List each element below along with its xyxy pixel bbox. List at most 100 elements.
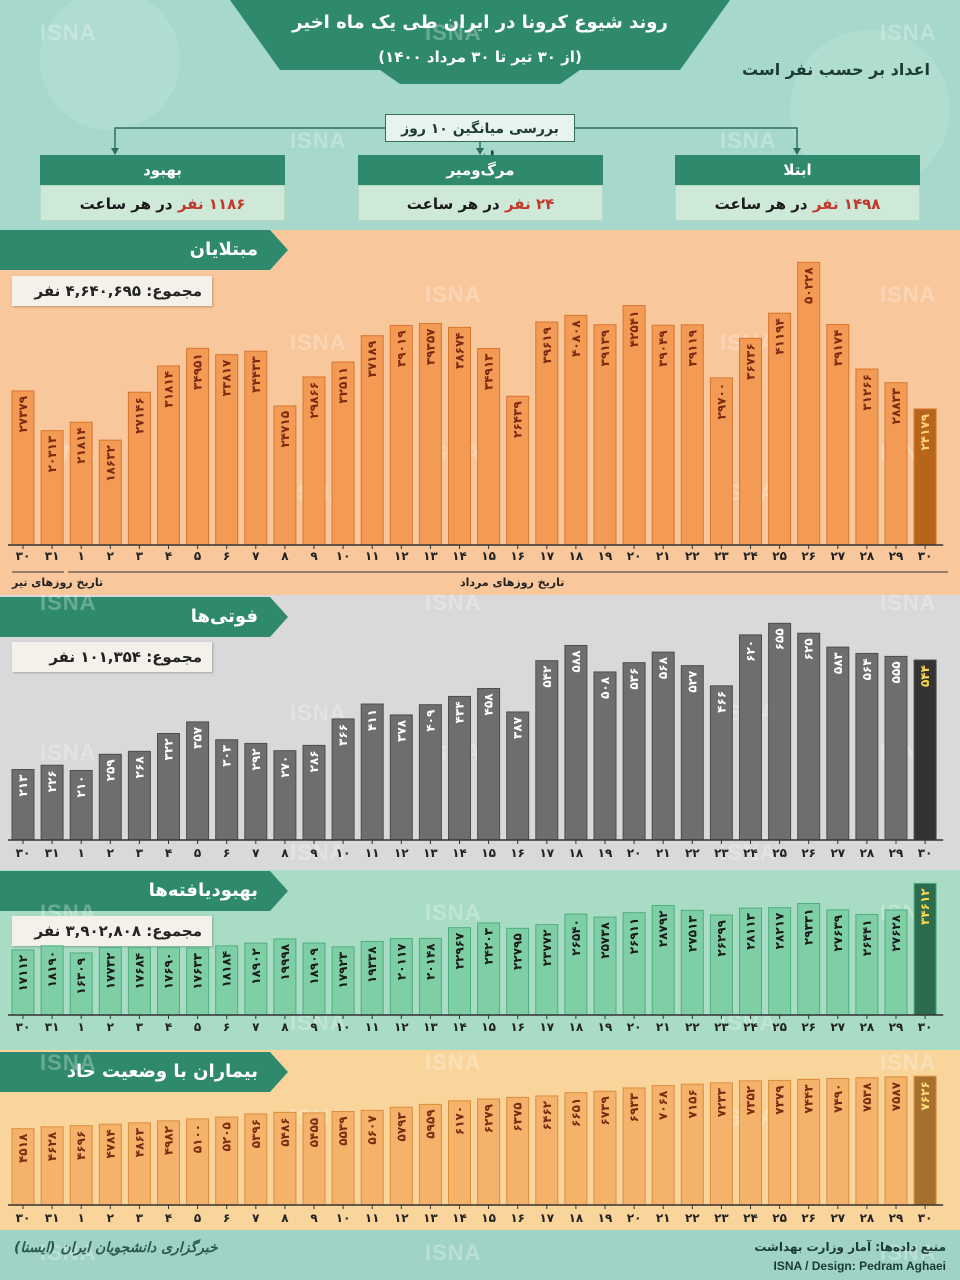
data-label: ۲۴۱۷۹ xyxy=(918,413,932,450)
data-label: ۵۹۵۹ xyxy=(423,1109,437,1139)
data-label: ۱۸۱۹۰ xyxy=(45,951,59,988)
x-tick-label: ۲۱ xyxy=(656,846,671,860)
x-tick-label: ۲۲ xyxy=(685,1211,700,1225)
data-label: ۵۷۹۳ xyxy=(394,1112,408,1142)
x-tick-label: ۸ xyxy=(281,1211,289,1225)
data-label: ۱۷۶۸۴ xyxy=(132,953,146,990)
data-label: ۲۸۸۳۳ xyxy=(889,387,903,424)
x-tick-label: ۲۱ xyxy=(656,1211,671,1225)
data-label: ۳۸۶۷۴ xyxy=(453,332,467,369)
data-label: ۲۸۷۹۲ xyxy=(656,910,670,947)
watermark: ISNA xyxy=(425,1240,482,1265)
data-label: ۱۷۶۳۳ xyxy=(191,952,205,989)
data-label: ۲۴۲۰۳ xyxy=(482,927,496,964)
x-tick-label: ۲۲ xyxy=(685,846,700,860)
data-label: ۳۴۴۳۳ xyxy=(249,356,263,393)
x-tick-label: ۱۳ xyxy=(423,1020,438,1034)
x-tick-label: ۲۴ xyxy=(743,1020,758,1034)
x-tick-label: ۲۱ xyxy=(656,1020,671,1034)
data-label: ۳۰۳ xyxy=(220,744,234,767)
avg-label: بررسی میانگین ۱۰ روز اخیر xyxy=(385,114,575,165)
data-label: ۶۷۳۹ xyxy=(598,1096,612,1126)
x-tick-label: ۱۷ xyxy=(539,1211,554,1225)
stat-value: ۱۱۸۶ نفر در هر ساعت xyxy=(40,185,285,221)
data-label: ۲۷۶۳۹ xyxy=(831,914,845,951)
x-tick-label: ۵ xyxy=(194,846,201,860)
x-tick-label: ۳۰ xyxy=(16,846,31,860)
watermark: ISNA xyxy=(880,590,937,615)
bar xyxy=(826,646,850,841)
x-tick-label: ۲۷ xyxy=(830,846,845,860)
x-tick-label: ۱۹ xyxy=(598,846,613,860)
data-label: ۴۷۸۴ xyxy=(103,1129,117,1158)
data-label: ۱۹۳۳۸ xyxy=(365,946,379,983)
x-tick-label: ۳۱ xyxy=(45,1020,60,1034)
x-tick-label: ۱۸ xyxy=(569,1020,584,1034)
data-label: ۳۴۹۱۳ xyxy=(482,353,496,390)
watermark: ISNA xyxy=(880,282,937,307)
watermark: ISNA xyxy=(40,1050,97,1075)
x-tick-label: ۱ xyxy=(78,1020,85,1034)
data-label: ۲۹۲ xyxy=(249,748,263,771)
x-tick-label: ۱۳ xyxy=(423,846,438,860)
data-label: ۱۷۱۱۲ xyxy=(16,954,30,991)
data-label: ۳۱۲۶۶ xyxy=(860,374,874,411)
data-label: ۴۵۸ xyxy=(482,693,496,716)
x-tick-label: ۷ xyxy=(252,1020,260,1034)
x-tick-label: ۹ xyxy=(310,846,318,860)
x-tick-label: ۱۳ xyxy=(423,549,438,563)
x-tick-label: ۹ xyxy=(310,1020,318,1034)
data-label: ۳۵۷ xyxy=(191,726,205,749)
data-label: ۵۶۰۷ xyxy=(365,1115,379,1145)
data-label: ۴۸۶۳ xyxy=(132,1127,146,1157)
section-title-critical: بیماران با وضعیت حاد xyxy=(66,1061,258,1082)
x-tick-label: ۲۵ xyxy=(772,846,787,860)
stat-number: ۲۴ نفر xyxy=(504,195,555,213)
x-tick-label: ۱۱ xyxy=(365,846,380,860)
data-label: ۱۷۶۹۰ xyxy=(162,953,176,990)
data-label: ۲۷۳۷۹ xyxy=(16,395,30,432)
watermark: ISNA xyxy=(880,1240,937,1265)
x-tick-label: ۱۴ xyxy=(452,1020,467,1034)
data-label: ۳۹۱۳۹ xyxy=(598,329,612,366)
x-tick-label: ۳۰ xyxy=(918,1211,933,1225)
stat-number: ۱۴۹۸ نفر xyxy=(812,195,881,213)
x-tick-label: ۲۶ xyxy=(801,1020,816,1034)
data-label: ۶۵۵ xyxy=(773,628,787,650)
x-tick-label: ۲۹ xyxy=(889,846,904,860)
data-label: ۵۵۳۹ xyxy=(336,1116,350,1146)
x-tick-label: ۱۹ xyxy=(598,1211,613,1225)
data-label: ۶۳۷۵ xyxy=(511,1102,525,1131)
data-label: ۵۰۸ xyxy=(598,676,612,699)
total-recovered: مجموع: ۳,۹۰۲,۸۰۸ نفر xyxy=(12,916,212,946)
x-tick-label: ۲۵ xyxy=(772,549,787,563)
section-title-recovered: بهبودیافته‌ها xyxy=(148,880,258,901)
stat-value: ۲۴ نفر در هر ساعت xyxy=(358,185,603,221)
data-label: ۲۹۷۰۰ xyxy=(714,383,728,420)
data-label: ۲۲۹۶۷ xyxy=(453,932,467,969)
data-label: ۴۱۱ xyxy=(365,709,379,731)
data-label: ۳۷۸ xyxy=(394,719,408,742)
data-label: ۲۶۵۴۰ xyxy=(569,919,583,956)
data-label: ۲۱۳ xyxy=(16,774,30,797)
data-label: ۵۴۸۶ xyxy=(278,1117,292,1146)
watermark: ISNA xyxy=(720,840,777,865)
x-axis-label-mordad: تاریخ روزهای مرداد xyxy=(460,576,565,589)
x-tick-label: ۶ xyxy=(223,1211,230,1225)
watermark: ISNA xyxy=(290,840,347,865)
section-title-deaths: فوتی‌ها xyxy=(190,606,258,627)
bar xyxy=(797,632,821,841)
data-label: ۳۹۰۴۹ xyxy=(656,330,670,367)
x-tick-label: ۲۰ xyxy=(627,846,642,860)
data-label: ۵۳۶ xyxy=(627,668,641,690)
x-tick-label: ۲۹ xyxy=(889,549,904,563)
data-label: ۵۰۲۲۸ xyxy=(802,267,816,304)
x-tick-label: ۱ xyxy=(78,549,85,563)
data-label: ۴۶۲۸ xyxy=(45,1131,59,1161)
watermark: ISNA xyxy=(290,330,347,355)
data-label: ۳۳۸۱۷ xyxy=(220,359,234,396)
data-label: ۶۲۵ xyxy=(802,638,816,660)
x-tick-label: ۴ xyxy=(165,549,172,563)
data-label: ۲۱۰ xyxy=(74,776,88,798)
bar xyxy=(855,652,879,841)
